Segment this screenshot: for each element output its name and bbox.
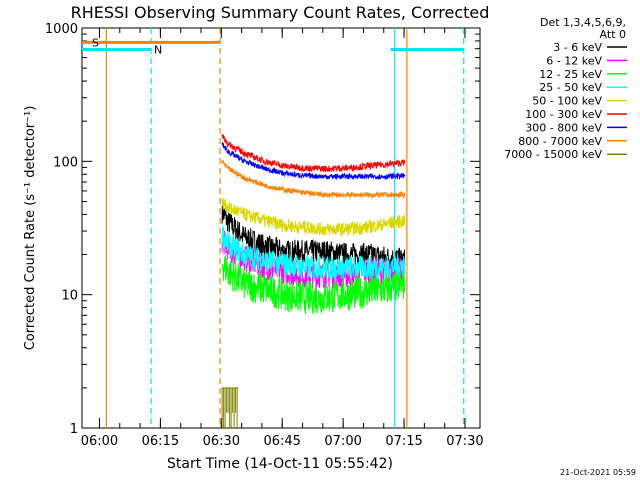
series-4: [221, 197, 406, 237]
legend-header: Det 1,3,4,5,6,9,: [540, 16, 626, 29]
series-5: [221, 134, 406, 173]
y-tick-label: 10: [61, 289, 78, 304]
flag-label: N: [154, 43, 162, 56]
series-line: [221, 201, 406, 272]
series-6: [221, 142, 406, 181]
x-tick-label: 06:15: [142, 434, 179, 449]
series-line: [221, 254, 406, 315]
legend-entry-label: 12 - 25 keV: [539, 68, 602, 81]
legend-entry-label: 300 - 800 keV: [525, 121, 602, 134]
series-line: [221, 142, 406, 181]
series-line: [221, 134, 406, 173]
legend-entry-label: 800 - 7000 keV: [518, 135, 602, 148]
y-axis-label: Corrected Count Rate (s⁻¹ detector⁻¹): [23, 106, 38, 351]
legend-entry-label: 6 - 12 keV: [546, 54, 602, 67]
series-line: [221, 159, 406, 200]
chart-title: RHESSI Observing Summary Count Rates, Co…: [71, 3, 490, 22]
series-8: [221, 387, 239, 428]
legend-entry-label: 3 - 6 keV: [553, 41, 602, 54]
series-line: [221, 197, 406, 237]
legend-entry-label: 100 - 300 keV: [525, 108, 602, 121]
legend-entry-label: 50 - 100 keV: [532, 95, 602, 108]
legend-header: Att 0: [600, 28, 626, 41]
x-axis-label: Start Time (14-Oct-11 05:55:42): [167, 456, 393, 472]
x-tick-label: 07:15: [385, 434, 422, 449]
x-tick-label: 07:30: [446, 434, 483, 449]
plot-timestamp: 21-Oct-2021 05:59: [560, 468, 636, 477]
series-2: [221, 254, 406, 315]
plot-area: 1 10 100 1000 06:00 06:15 06:30 06:45 07:00 07:15…: [45, 22, 484, 449]
x-tick-label: 06:45: [263, 434, 300, 449]
y-tick-label: 100: [53, 155, 78, 170]
legend-entry-label: 25 - 50 keV: [539, 81, 602, 94]
y-tick-label: 1000: [45, 22, 78, 37]
series-0: [221, 201, 406, 272]
flag-label: S: [92, 36, 99, 49]
x-tick-label: 07:00: [324, 434, 361, 449]
series-line: [221, 225, 406, 281]
series-7: [221, 159, 406, 200]
y-tick-label: 1: [70, 422, 78, 437]
x-tick-label: 06:00: [81, 434, 118, 449]
legend-entry-label: 7000 - 15000 keV: [504, 148, 602, 161]
x-tick-label: 06:30: [203, 434, 240, 449]
series-line: [221, 387, 239, 428]
series-3: [221, 225, 406, 281]
plot-frame: [81, 27, 481, 429]
